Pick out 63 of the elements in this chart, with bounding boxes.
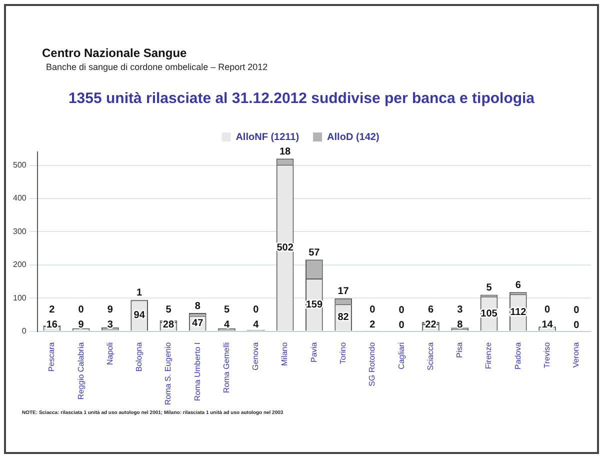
data-label: 2 (49, 304, 56, 316)
data-label: 94 (134, 310, 146, 322)
x-tick-label: Roma S. Eugenio (164, 342, 173, 405)
x-tick-label: Torino (338, 342, 348, 364)
y-tick-label: 200 (12, 260, 27, 270)
y-tick-label: 100 (12, 293, 27, 302)
y-tick-label: 500 (12, 160, 27, 170)
data-label: 0 (398, 305, 405, 316)
y-tick-label: 0 (22, 326, 27, 336)
x-tick-label: Genova (251, 342, 260, 370)
y-tick-label: 400 (12, 194, 27, 203)
y-tick-label: 300 (12, 226, 27, 236)
data-label: 5 (486, 282, 492, 294)
x-tick-label: Padova (513, 342, 522, 370)
data-label: 105 (480, 308, 498, 320)
data-label: 3 (457, 304, 464, 316)
data-label: 5 (166, 304, 172, 316)
data-label: 6 (515, 280, 522, 291)
data-label: 18 (279, 146, 292, 158)
data-label: 1 (136, 288, 143, 299)
legend-label: AlloNF (1211) (236, 132, 300, 143)
x-tick-label: Verona (572, 342, 581, 368)
data-label: 0 (574, 305, 580, 316)
x-tick-label: Pisa (455, 342, 464, 358)
data-label: 82 (338, 312, 350, 324)
data-label: 6 (428, 304, 434, 316)
x-tick-label: Roma Gemelli (222, 342, 231, 393)
data-label: 5 (224, 304, 230, 316)
data-label: 9 (107, 304, 114, 316)
data-label: 0 (370, 304, 376, 316)
data-label: 4 (224, 320, 230, 331)
x-tick-label: SG Rotondo (368, 342, 377, 386)
data-label: 2 (370, 320, 376, 331)
text: Banche di sangue di cordone ombelicale – Report 2012 (46, 62, 268, 72)
x-tick-label: Treviso (542, 342, 552, 368)
data-label: 57 (308, 247, 320, 258)
data-label: 17 (338, 286, 350, 298)
data-label: 502 (276, 242, 294, 254)
x-tick-label: Pescara (47, 342, 56, 372)
data-label: 112 (510, 307, 527, 318)
data-label: 0 (398, 320, 405, 332)
data-label: 28 (162, 320, 174, 331)
data-label: 8 (194, 300, 201, 312)
x-tick-label: Milano (280, 342, 290, 366)
x-tick-label: Roma Umberto I (192, 342, 202, 401)
x-tick-label: Napoli (105, 342, 114, 365)
data-label: 47 (192, 318, 204, 329)
data-label: 4 (253, 320, 260, 331)
x-tick-label: Reggio Calabria (76, 342, 86, 400)
x-tick-label: Sciacca (426, 342, 435, 370)
chart-title: 1355 unità rilasciate al 31.12.2012 suddivise per banca e tipologia (67, 90, 536, 107)
text: Centro Nazionale Sangue (42, 46, 187, 60)
data-label: 8 (457, 320, 464, 331)
data-label: 9 (78, 320, 84, 331)
legend-label: AlloD (142) (327, 132, 380, 143)
data-label: 0 (544, 304, 551, 316)
x-tick-label: Bologna (134, 342, 144, 372)
x-tick-label: Firenze (484, 342, 494, 369)
data-label: 0 (574, 320, 580, 332)
x-tick-label: Pavia (309, 342, 318, 362)
data-label: 0 (78, 304, 84, 316)
data-label: 0 (253, 304, 260, 316)
x-tick-label: Cagliari (396, 342, 406, 370)
